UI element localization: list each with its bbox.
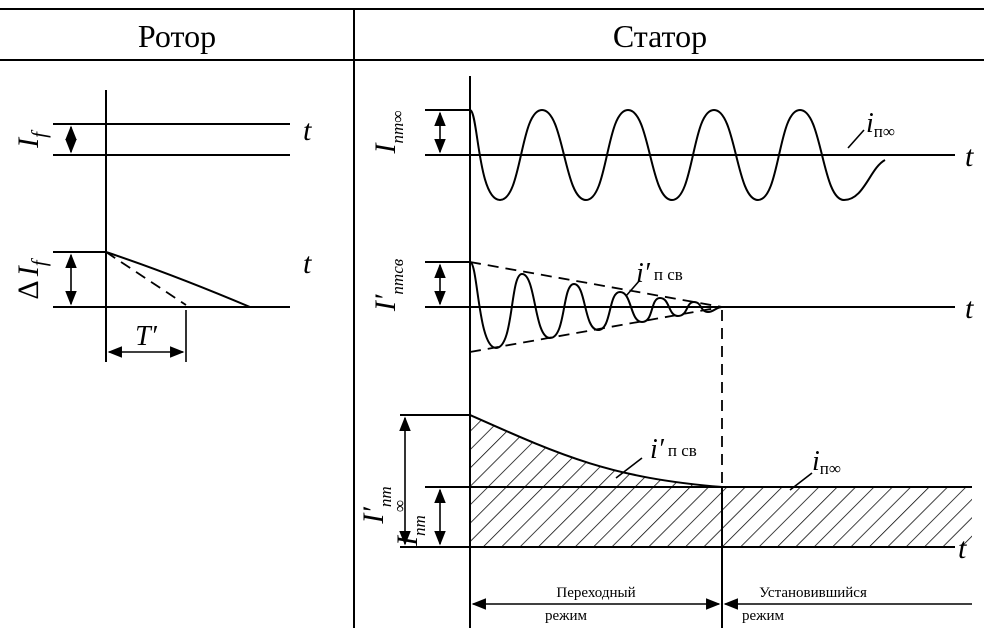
p3-curve2-label: iп∞ xyxy=(812,446,841,478)
transient-regime-label-line1: Переходный xyxy=(556,585,635,601)
stator-header: Статор xyxy=(613,18,707,54)
p1-t-label: t xyxy=(965,140,974,173)
p1-curve-leader xyxy=(847,129,865,149)
p1-sinusoid-curve xyxy=(469,108,886,202)
rotor-tprime-label: T′ xyxy=(135,321,158,352)
p3-curve1-leader xyxy=(615,457,643,479)
steady-regime-label-line1: Установившийся xyxy=(759,585,867,601)
p3-curve2-leader xyxy=(789,472,813,491)
p2-curve-label: i′ п св xyxy=(636,258,683,289)
p3-total-envelope-curve xyxy=(469,414,723,488)
rotor-header: Ротор xyxy=(138,18,216,54)
rotor-if-label: If xyxy=(12,129,51,149)
stator-panel: Iпm∞ iп∞ t I′пmсв i′ п св t I′пm Iпm∞ i′ п… xyxy=(357,76,974,628)
rotor-t-label-2: t xyxy=(303,247,312,280)
steady-regime-label-line2: режим xyxy=(742,608,785,624)
p3-steady-hatch xyxy=(470,487,972,547)
rotor-dif-decay-curve xyxy=(105,251,251,308)
p2-decaying-oscillation-curve xyxy=(469,261,723,350)
rotor-dif-label: ΔIf xyxy=(12,257,51,299)
rotor-panel: If t ΔIf t T′ xyxy=(12,90,312,362)
p2-t-label: t xyxy=(965,292,974,325)
p1-amplitude-label: Iпm∞ xyxy=(369,111,407,155)
header-table: Ротор Статор xyxy=(0,8,984,628)
p3-curve1-label: i′ п св xyxy=(650,434,697,465)
p3-t-label: t xyxy=(958,532,967,565)
p1-curve-label: iп∞ xyxy=(866,108,895,141)
p3-outer-label: I′пm xyxy=(357,486,395,524)
p2-amplitude-label: I′пmсв xyxy=(369,258,407,312)
rotor-t-label-1: t xyxy=(303,114,312,147)
rotor-tangent-dashed xyxy=(105,251,187,306)
p3-inner-label: Iпm∞ xyxy=(390,500,429,547)
p2-curve-leader xyxy=(625,279,641,297)
p2-upper-envelope xyxy=(469,261,723,308)
transient-regime-label-line2: режим xyxy=(545,608,588,624)
